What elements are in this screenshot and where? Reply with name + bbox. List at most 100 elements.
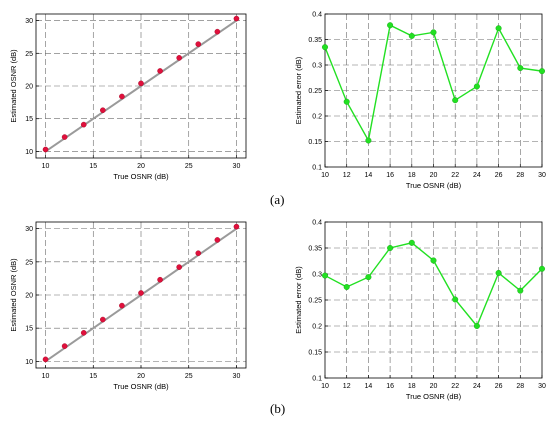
x-tick-label: 14 [365,383,373,390]
y-tick-label: 0.4 [312,220,322,227]
x-axis-label: True OSNR (dB) [113,382,169,391]
data-point [495,25,502,32]
x-tick-label: 28 [516,383,524,390]
x-tick-label: 20 [430,383,438,390]
x-tick-label: 18 [408,172,416,179]
x-tick-label: 15 [89,373,97,380]
data-point [517,287,524,294]
x-tick-label: 10 [42,163,50,170]
chart-4: 10 12 14 16 18 20 22 24 26 28 30 0.1 0.15 0.2 0.25 0.3 0… [294,220,546,402]
data-point [80,121,87,128]
x-tick-label: 25 [185,163,193,170]
y-tick-label: 20 [25,293,33,300]
data-point [539,68,546,75]
data-point [343,98,350,105]
y-tick-label: 30 [25,226,33,233]
data-point [80,330,87,336]
y-tick-label: 0.15 [308,139,322,146]
chart-1: 10 15 20 25 30 10 15 20 25 30 True OSNR (dB) Estima… [9,13,247,181]
y-tick-label: 15 [25,116,33,123]
x-axis-label: True OSNR (dB) [113,172,169,181]
x-tick-label: 16 [386,172,394,179]
x-tick-label: 15 [89,163,97,170]
y-tick-label: 25 [25,259,33,266]
data-point [322,44,329,51]
x-axis-label: True OSNR (dB) [406,392,462,401]
data-point [42,146,49,153]
data-point [495,269,502,276]
data-point [387,22,394,29]
x-tick-label: 16 [386,383,394,390]
data-point [195,250,202,256]
data-point [176,264,182,270]
y-tick-label: 0.35 [308,37,322,44]
y-tick-label: 0.2 [312,114,322,121]
x-tick-label: 30 [233,163,241,170]
y-tick-label: 10 [25,149,33,156]
x-tick-label: 18 [408,383,416,390]
data-point [42,356,49,363]
x-tick-label: 30 [538,383,546,390]
x-tick-label: 10 [321,172,329,179]
y-tick-label: 0.1 [312,376,322,383]
data-point [138,290,144,296]
y-tick-label: 20 [25,84,33,91]
y-axis-label: Estimated OSNR (dB) [9,258,18,332]
data-point [176,55,182,61]
x-tick-label: 24 [473,172,481,179]
x-tick-label: 22 [451,172,459,179]
panel-label-a: (a) [270,192,285,207]
data-point [214,28,221,35]
x-tick-label: 28 [516,172,524,179]
y-tick-label: 0.3 [312,63,322,70]
x-tick-label: 10 [42,373,50,380]
x-tick-label: 25 [185,373,193,380]
y-axis-label: Estimated error (dB) [294,266,303,334]
y-tick-label: 15 [25,326,33,333]
data-point [119,93,125,100]
data-point [157,276,163,283]
data-point [387,244,394,251]
y-tick-label: 0.25 [308,88,322,95]
data-point [195,41,202,47]
data-point [452,97,459,104]
x-tick-label: 14 [365,172,373,179]
data-point [517,65,524,72]
y-tick-label: 0.3 [312,272,322,279]
x-tick-label: 30 [538,172,546,179]
data-point [452,296,459,303]
data-point [100,107,106,114]
data-point [343,284,350,291]
y-axis-label: Estimated OSNR (dB) [9,49,18,123]
x-tick-label: 20 [137,373,145,380]
data-point [473,83,480,90]
data-point [408,32,415,39]
x-tick-label: 20 [430,172,438,179]
y-tick-label: 0.15 [308,350,322,357]
data-point [430,257,437,264]
panel-label-b: (b) [270,401,286,416]
y-tick-label: 0.4 [312,12,322,19]
data-point [100,316,106,323]
chart-2: 10 12 14 16 18 20 22 24 26 28 30 0.1 0.15 0.2 0.25 0.3 0… [294,12,546,191]
y-tick-label: 30 [25,18,33,25]
y-tick-label: 25 [25,51,33,58]
y-tick-label: 0.35 [308,246,322,253]
x-tick-label: 30 [233,373,241,380]
x-axis-label: True OSNR (dB) [406,181,462,190]
data-point [119,302,125,309]
data-point [233,15,240,22]
data-point [322,272,329,279]
x-tick-label: 22 [451,383,459,390]
data-point [214,237,221,243]
x-tick-label: 26 [495,172,503,179]
data-point [61,343,68,349]
y-tick-label: 0.1 [312,165,322,172]
x-tick-label: 24 [473,383,481,390]
x-tick-label: 12 [343,383,351,390]
data-point [408,239,415,246]
y-tick-label: 0.25 [308,298,322,305]
y-tick-label: 10 [25,359,33,366]
data-point [430,29,437,36]
